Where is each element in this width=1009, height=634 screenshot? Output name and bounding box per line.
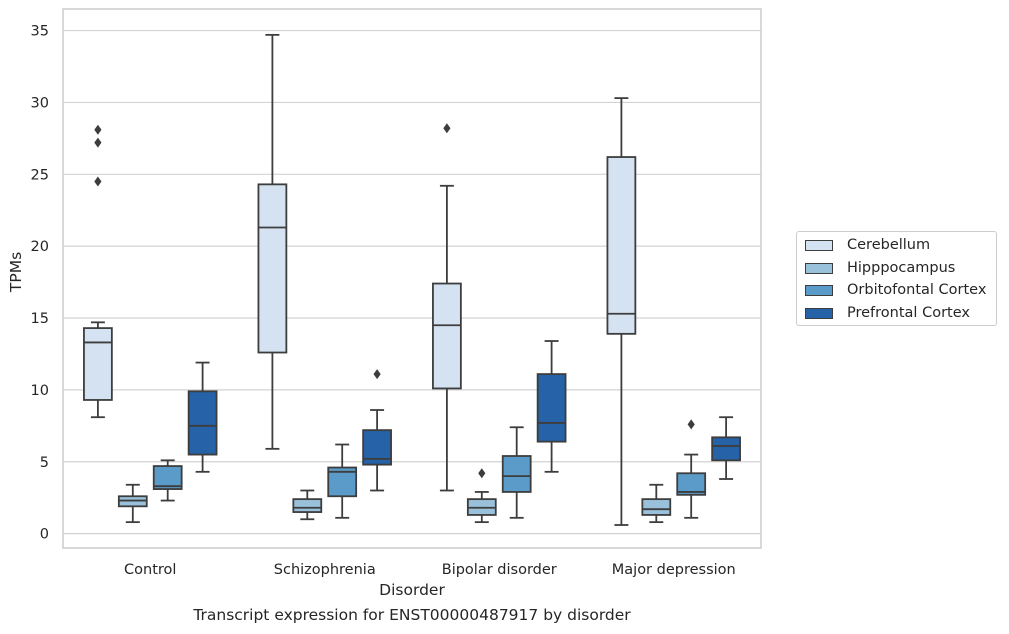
box-prefrontal-cortex xyxy=(536,340,567,473)
box-cerebellum xyxy=(432,123,462,492)
box-iqr xyxy=(83,327,113,401)
outlier-point xyxy=(94,176,102,187)
box-iqr xyxy=(606,156,637,335)
outlier-point xyxy=(373,369,381,380)
box-orbitofontal-cortex xyxy=(152,459,183,502)
box-hipppocampus xyxy=(292,489,323,521)
gridlines xyxy=(63,29,761,535)
box-iqr xyxy=(257,183,288,354)
legend-swatch xyxy=(805,284,833,296)
box-orbitofontal-cortex xyxy=(501,426,532,519)
box-iqr xyxy=(292,498,323,513)
x-tick-label: Schizophrenia xyxy=(274,562,376,578)
y-tick-label: 25 xyxy=(31,167,49,183)
x-axis-label: Disorder xyxy=(379,581,445,599)
box-hipppocampus xyxy=(117,483,148,524)
box-iqr xyxy=(536,373,567,443)
y-tick-label: 5 xyxy=(40,455,49,471)
box-prefrontal-cortex xyxy=(362,369,392,492)
x-tick-label: Bipolar disorder xyxy=(442,562,557,578)
y-tick-label: 30 xyxy=(31,95,49,111)
y-tick-label: 0 xyxy=(40,527,49,543)
legend-label: Orbitofontal Cortex xyxy=(847,282,987,298)
box-iqr xyxy=(501,455,532,493)
outlier-point xyxy=(94,137,102,148)
outlier-point xyxy=(478,468,486,479)
box-iqr xyxy=(152,465,183,490)
legend-label: Cerebellum xyxy=(847,237,931,253)
x-tick-label: Major depression xyxy=(612,562,736,578)
legend-item-cerebellum: Cerebellum xyxy=(805,235,930,255)
figure-caption: Transcript expression for ENST0000048791… xyxy=(193,606,631,624)
plot-area xyxy=(83,33,741,526)
x-tick-label: Control xyxy=(124,562,176,578)
box-iqr xyxy=(711,436,741,462)
box-iqr xyxy=(676,472,707,496)
x-axis-ticks: Control Schizophrenia Bipolar disorder Majo… xyxy=(124,562,736,578)
legend-item-prefrontal: Prefrontal Cortex xyxy=(805,303,970,323)
outlier-point xyxy=(687,419,695,430)
legend-swatch xyxy=(805,307,833,319)
y-axis-ticks: 0 5 10 15 20 25 30 35 xyxy=(31,24,49,543)
legend-label: Prefrontal Cortex xyxy=(847,305,970,321)
box-cerebellum xyxy=(257,33,288,450)
legend-swatch xyxy=(805,239,833,251)
outlier-point xyxy=(443,123,451,134)
box-orbitofontal-cortex xyxy=(327,443,358,519)
y-tick-label: 10 xyxy=(31,383,49,399)
outlier-point xyxy=(94,124,102,135)
box-cerebellum xyxy=(83,124,113,419)
legend-swatch xyxy=(805,262,833,274)
box-orbitofontal-cortex xyxy=(676,419,707,519)
legend-item-hippocampus: Hipppocampus xyxy=(805,258,955,278)
box-prefrontal-cortex xyxy=(711,416,741,480)
y-axis-label: TPMs xyxy=(7,252,25,293)
box-prefrontal-cortex xyxy=(187,361,218,473)
box-hipppocampus xyxy=(641,483,672,524)
plot-frame xyxy=(62,8,762,549)
box-iqr xyxy=(641,498,672,516)
y-tick-label: 35 xyxy=(31,24,49,40)
y-tick-label: 15 xyxy=(31,311,49,327)
legend-label: Hipppocampus xyxy=(847,260,956,276)
legend: Cerebellum Hipppocampus Orbitofontal Cor… xyxy=(796,231,997,326)
box-iqr xyxy=(432,282,462,390)
y-tick-label: 20 xyxy=(31,239,49,255)
box-hipppocampus xyxy=(466,468,497,524)
box-cerebellum xyxy=(606,97,637,526)
box-iqr xyxy=(187,390,218,456)
legend-item-orbitofrontal: Orbitofontal Cortex xyxy=(805,280,986,300)
